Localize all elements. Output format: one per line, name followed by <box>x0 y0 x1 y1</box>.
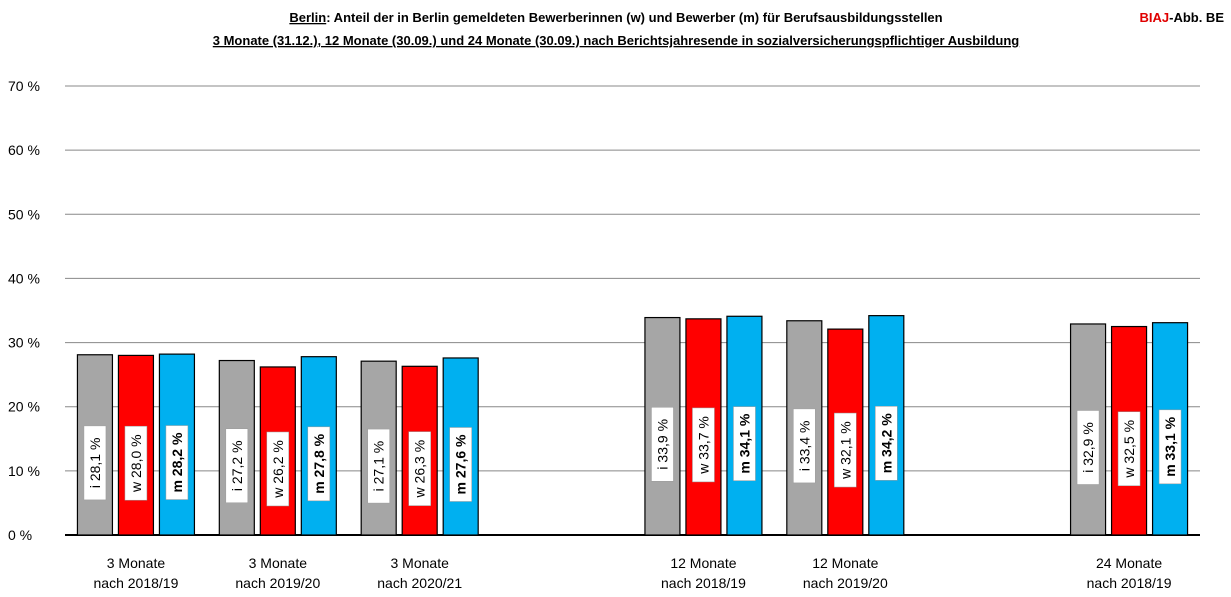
value-label-box <box>733 406 756 481</box>
value-label: w 32,1 % <box>837 421 853 480</box>
value-label-box <box>124 425 148 501</box>
value-label-box <box>307 426 331 502</box>
x-tick-label: nach 2019/20 <box>235 575 320 591</box>
source-text: -Abb. BE <box>1169 10 1224 25</box>
y-tick-label: 20 % <box>8 399 40 415</box>
value-label-box <box>83 425 107 501</box>
value-label: m 34,2 % <box>878 413 894 473</box>
value-label: w 26,3 % <box>412 440 428 499</box>
value-label: w 28,0 % <box>128 434 144 493</box>
value-label-box <box>225 428 249 504</box>
value-label-box <box>793 408 816 484</box>
value-label-box <box>651 407 674 482</box>
x-tick-label: 3 Monate <box>391 555 450 571</box>
y-tick-label: 10 % <box>8 463 40 479</box>
x-tick-label: nach 2018/19 <box>94 575 179 591</box>
value-label-box <box>692 407 715 483</box>
value-label: w 26,2 % <box>270 440 286 499</box>
source: BIAJ-Abb. BE <box>1139 10 1224 25</box>
value-label-box <box>1076 410 1100 485</box>
x-tick-label: nach 2018/19 <box>661 575 746 591</box>
x-tick-label: 12 Monate <box>812 555 878 571</box>
value-label: i 33,4 % <box>796 421 812 472</box>
value-label-box <box>408 431 431 506</box>
value-label: m 34,1 % <box>736 413 752 473</box>
x-tick-label: 12 Monate <box>670 555 736 571</box>
value-label: m 28,2 % <box>169 432 185 492</box>
value-label-box <box>1117 411 1141 487</box>
value-label-box <box>266 431 290 507</box>
x-tick-label: nach 2019/20 <box>803 575 888 591</box>
x-tick-label: 3 Monate <box>107 555 166 571</box>
y-tick-label: 0 % <box>8 527 32 543</box>
x-tick-label: 3 Monate <box>249 555 308 571</box>
value-label: m 27,6 % <box>453 434 469 494</box>
value-label: w 33,7 % <box>695 416 711 475</box>
x-tick-label: nach 2018/19 <box>1087 575 1172 591</box>
value-label: i 27,2 % <box>229 440 245 491</box>
y-tick-label: 70 % <box>8 78 40 94</box>
title-prefix: Berlin <box>289 10 326 25</box>
value-label-box <box>449 427 472 502</box>
value-label-box <box>875 406 898 481</box>
y-tick-label: 50 % <box>8 206 40 222</box>
source-brand: BIAJ <box>1139 10 1169 25</box>
value-label-box <box>165 425 189 500</box>
y-tick-label: 60 % <box>8 142 40 158</box>
y-tick-label: 30 % <box>8 335 40 351</box>
chart-title: Berlin: Anteil der in Berlin gemeldeten … <box>289 10 942 25</box>
value-label-box <box>1158 409 1182 485</box>
x-tick-label: nach 2020/21 <box>377 575 462 591</box>
x-tick-label: 24 Monate <box>1096 555 1162 571</box>
value-label: w 32,5 % <box>1121 420 1137 479</box>
value-label: m 27,8 % <box>311 433 327 493</box>
value-label: i 28,1 % <box>87 438 103 489</box>
chart-subtitle: 3 Monate (31.12.), 12 Monate (30.09.) un… <box>213 33 1020 48</box>
value-label: m 33,1 % <box>1162 416 1178 476</box>
value-label: i 33,9 % <box>654 419 670 470</box>
value-label-box <box>367 428 390 504</box>
y-tick-label: 40 % <box>8 270 40 286</box>
title-text: : Anteil der in Berlin gemeldeten Bewerb… <box>326 10 942 25</box>
value-label-box <box>834 412 857 488</box>
value-label: i 27,1 % <box>371 441 387 492</box>
value-label: i 32,9 % <box>1080 422 1096 473</box>
